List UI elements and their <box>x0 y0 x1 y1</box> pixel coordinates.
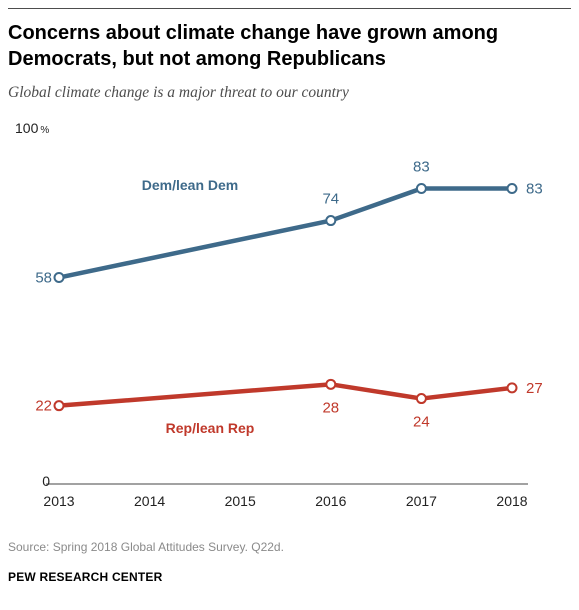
data-label-rep-2013: 22 <box>35 398 52 415</box>
x-tick-label-2017: 2017 <box>406 493 437 509</box>
series-line-rep <box>56 382 515 408</box>
data-label-dem-2018: 83 <box>526 181 543 198</box>
data-point-rep-2018 <box>506 382 518 394</box>
data-label-rep-2017: 24 <box>413 414 430 431</box>
data-label-rep-2016: 28 <box>322 399 339 416</box>
data-label-rep-2018: 27 <box>526 380 543 397</box>
x-tick-label-2014: 2014 <box>134 493 165 509</box>
y-unit-label: % <box>40 125 49 136</box>
data-label-dem-2016: 74 <box>322 191 339 208</box>
x-tick-label-2016: 2016 <box>315 493 346 509</box>
data-point-dem-2013 <box>53 272 65 284</box>
x-tick-label-2015: 2015 <box>225 493 256 509</box>
data-point-dem-2017 <box>415 183 427 195</box>
source-note: Source: Spring 2018 Global Attitudes Sur… <box>8 540 284 554</box>
data-label-dem-2017: 83 <box>413 159 430 176</box>
y-tick-label-0: 0 <box>42 473 50 489</box>
x-tick-label-2018: 2018 <box>496 493 527 509</box>
x-tick-label-2013: 2013 <box>43 493 74 509</box>
data-point-rep-2017 <box>415 393 427 405</box>
series-line-dem <box>56 186 515 280</box>
series-label-dem: Dem/lean Dem <box>142 177 238 193</box>
data-point-dem-2018 <box>506 183 518 195</box>
data-point-rep-2013 <box>53 400 65 412</box>
data-point-rep-2016 <box>325 378 337 390</box>
chart-title: Concerns about climate change have grown… <box>8 22 499 70</box>
top-rule <box>8 8 571 9</box>
series-label-rep: Rep/lean Rep <box>166 420 255 436</box>
chart-subtitle: Global climate change is a major threat … <box>8 84 349 101</box>
data-point-dem-2016 <box>325 215 337 227</box>
line-chart: 2013 2014 2015 2016 2017 2018 0 100 % 58 74 83 83 Dem… <box>15 120 543 509</box>
organization-name: PEW RESEARCH CENTER <box>8 570 163 584</box>
y-tick-label-100: 100% <box>15 120 49 136</box>
data-label-dem-2013: 58 <box>35 270 52 287</box>
